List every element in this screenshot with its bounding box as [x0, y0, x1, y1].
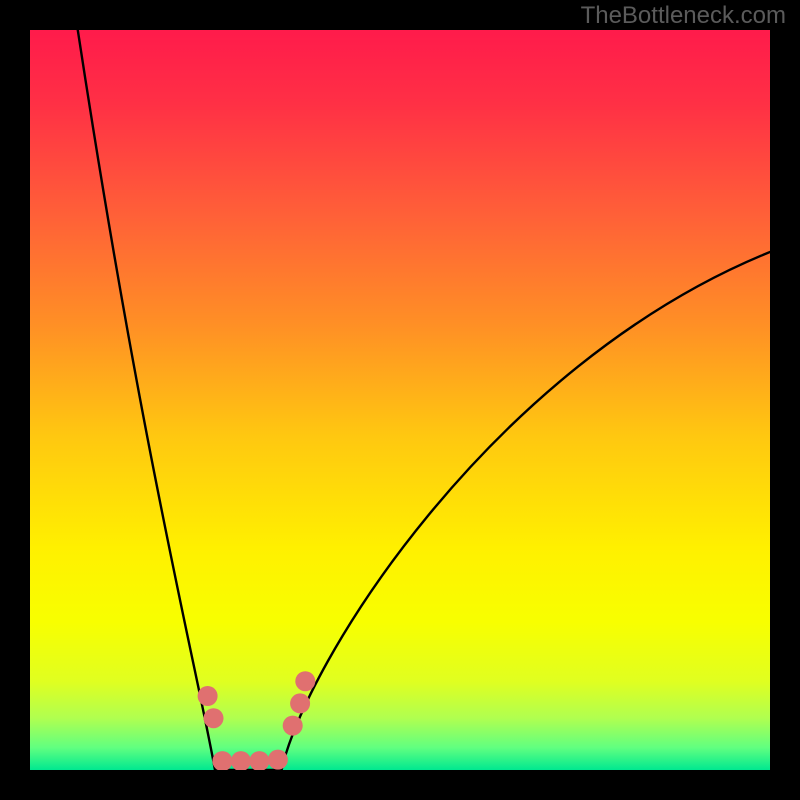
trough-marker [198, 686, 218, 706]
frame-right [770, 0, 800, 800]
trough-marker [268, 750, 288, 770]
trough-marker [283, 716, 303, 736]
frame-bottom [0, 770, 800, 800]
frame-left [0, 0, 30, 800]
watermark-text: TheBottleneck.com [581, 2, 786, 30]
bottleneck-chart [30, 30, 770, 770]
trough-marker [295, 671, 315, 691]
trough-marker [290, 693, 310, 713]
trough-marker [204, 708, 224, 728]
